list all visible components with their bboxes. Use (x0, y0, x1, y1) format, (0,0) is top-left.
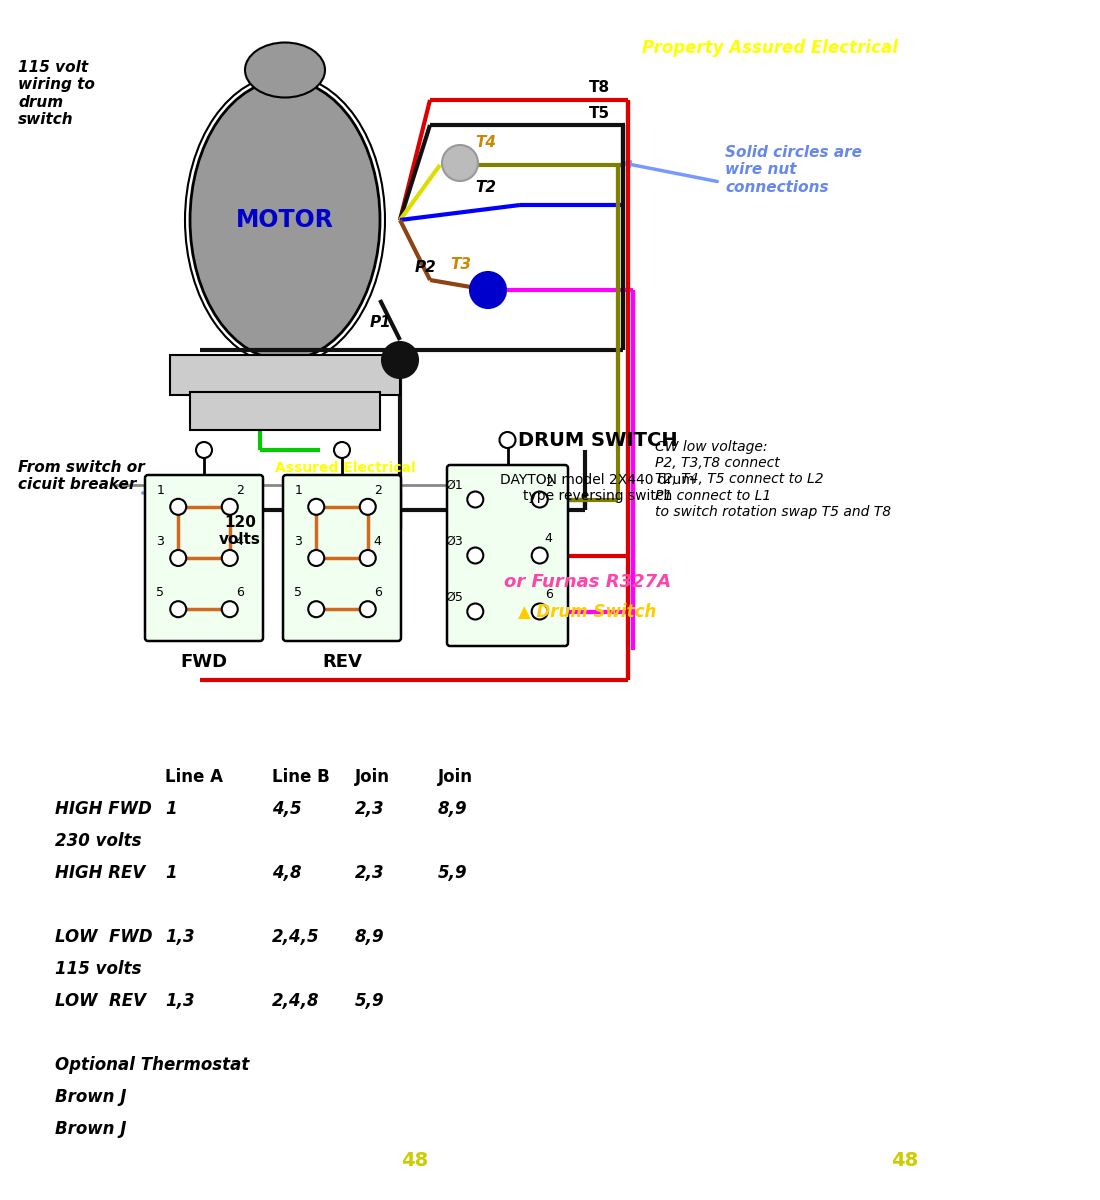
Text: Brown J: Brown J (55, 1088, 126, 1106)
Text: 115 volts: 115 volts (55, 960, 142, 978)
Text: 5,9: 5,9 (438, 864, 468, 882)
Text: 6: 6 (374, 587, 382, 599)
Ellipse shape (245, 42, 324, 97)
Text: FWD: FWD (180, 653, 228, 671)
Text: T2: T2 (475, 180, 496, 194)
Text: 2: 2 (235, 484, 244, 497)
Circle shape (442, 145, 478, 181)
Text: ▲ Drum Switch: ▲ Drum Switch (518, 602, 657, 620)
Text: LOW  REV: LOW REV (55, 992, 146, 1010)
Text: T5: T5 (588, 106, 610, 121)
Circle shape (468, 492, 483, 508)
Text: HIGH REV: HIGH REV (55, 864, 145, 882)
Text: REV: REV (322, 653, 362, 671)
Text: Brown J: Brown J (55, 1120, 126, 1138)
Text: 5: 5 (294, 587, 302, 599)
Circle shape (170, 550, 186, 566)
Text: MOTOR: MOTOR (236, 208, 334, 232)
Text: 3: 3 (156, 535, 164, 548)
Text: or Furnas R327A: or Furnas R327A (504, 572, 671, 590)
Text: 115 volt
wiring to
drum
switch: 115 volt wiring to drum switch (18, 60, 95, 127)
Text: 5: 5 (156, 587, 164, 599)
Text: 4: 4 (235, 535, 244, 548)
Circle shape (360, 601, 376, 617)
Text: From switch or
cicuit breaker: From switch or cicuit breaker (18, 460, 145, 492)
Circle shape (360, 550, 376, 566)
Text: DRUM SWITCH: DRUM SWITCH (518, 431, 678, 450)
Text: 4,5: 4,5 (272, 800, 301, 818)
FancyBboxPatch shape (145, 475, 263, 641)
Text: 1,3: 1,3 (165, 928, 195, 946)
Text: Ø1: Ø1 (446, 479, 463, 492)
Text: 2: 2 (374, 484, 382, 497)
Circle shape (468, 547, 483, 564)
Circle shape (222, 601, 238, 617)
Text: HIGH FWD: HIGH FWD (55, 800, 152, 818)
Text: 2,4,8: 2,4,8 (272, 992, 320, 1010)
Text: Join: Join (438, 768, 473, 786)
Text: Property Assured Electrical: Property Assured Electrical (642, 38, 898, 56)
Text: 2,4,5: 2,4,5 (272, 928, 320, 946)
FancyBboxPatch shape (447, 464, 568, 646)
Text: 5,9: 5,9 (355, 992, 385, 1010)
Text: 4,8: 4,8 (272, 864, 301, 882)
Text: T4: T4 (475, 134, 496, 150)
Text: 48: 48 (891, 1151, 918, 1170)
Text: Ø3: Ø3 (446, 534, 463, 547)
Circle shape (499, 432, 516, 448)
Text: P1: P1 (370, 314, 392, 330)
Text: 2,3: 2,3 (355, 800, 385, 818)
Text: 6: 6 (544, 588, 552, 601)
Circle shape (170, 499, 186, 515)
Text: T8: T8 (588, 80, 610, 95)
Circle shape (531, 604, 548, 619)
Text: P2: P2 (415, 260, 437, 275)
Text: 1: 1 (165, 864, 177, 882)
Text: 230 volts: 230 volts (55, 832, 142, 850)
Circle shape (196, 442, 212, 458)
Circle shape (468, 604, 483, 619)
Text: T3: T3 (450, 257, 471, 272)
Text: Line B: Line B (272, 768, 330, 786)
Circle shape (308, 499, 324, 515)
Text: 1: 1 (156, 484, 164, 497)
Text: CW low voltage:
P2, T3,T8 connect
T2, T4, T5 connect to L2
P1 connect to L1
to s: CW low voltage: P2, T3,T8 connect T2, T4… (654, 440, 891, 518)
Circle shape (222, 550, 238, 566)
Text: Solid circles are
wire nut
connections: Solid circles are wire nut connections (725, 145, 862, 194)
Text: Join: Join (355, 768, 390, 786)
Text: 2: 2 (544, 476, 552, 490)
Text: 1: 1 (165, 800, 177, 818)
Text: Assured Electrical: Assured Electrical (275, 461, 416, 475)
Ellipse shape (190, 80, 380, 360)
Text: 8,9: 8,9 (438, 800, 468, 818)
Circle shape (222, 499, 238, 515)
FancyBboxPatch shape (283, 475, 402, 641)
Text: 48: 48 (402, 1151, 429, 1170)
Text: DAYTON model 2X440 drum
type reversing switch: DAYTON model 2X440 drum type reversing s… (500, 473, 695, 503)
Circle shape (170, 601, 186, 617)
Circle shape (531, 547, 548, 564)
Circle shape (334, 442, 350, 458)
Text: 4: 4 (544, 533, 552, 546)
Circle shape (531, 492, 548, 508)
Bar (170, 355, 400, 395)
Text: Line A: Line A (165, 768, 223, 786)
Circle shape (470, 272, 506, 308)
Text: Ø5: Ø5 (446, 590, 463, 604)
Text: Optional Thermostat: Optional Thermostat (55, 1056, 250, 1074)
Text: 1: 1 (295, 484, 302, 497)
Text: 2,3: 2,3 (355, 864, 385, 882)
Text: 1,3: 1,3 (165, 992, 195, 1010)
Circle shape (360, 499, 376, 515)
Text: LOW  FWD: LOW FWD (55, 928, 153, 946)
Text: 4: 4 (374, 535, 382, 548)
Bar (190, 392, 380, 430)
Text: 120
volts: 120 volts (219, 515, 261, 547)
Text: 6: 6 (235, 587, 244, 599)
Circle shape (308, 550, 324, 566)
Circle shape (308, 601, 324, 617)
Circle shape (382, 342, 418, 378)
Text: 3: 3 (295, 535, 302, 548)
Text: 8,9: 8,9 (355, 928, 385, 946)
